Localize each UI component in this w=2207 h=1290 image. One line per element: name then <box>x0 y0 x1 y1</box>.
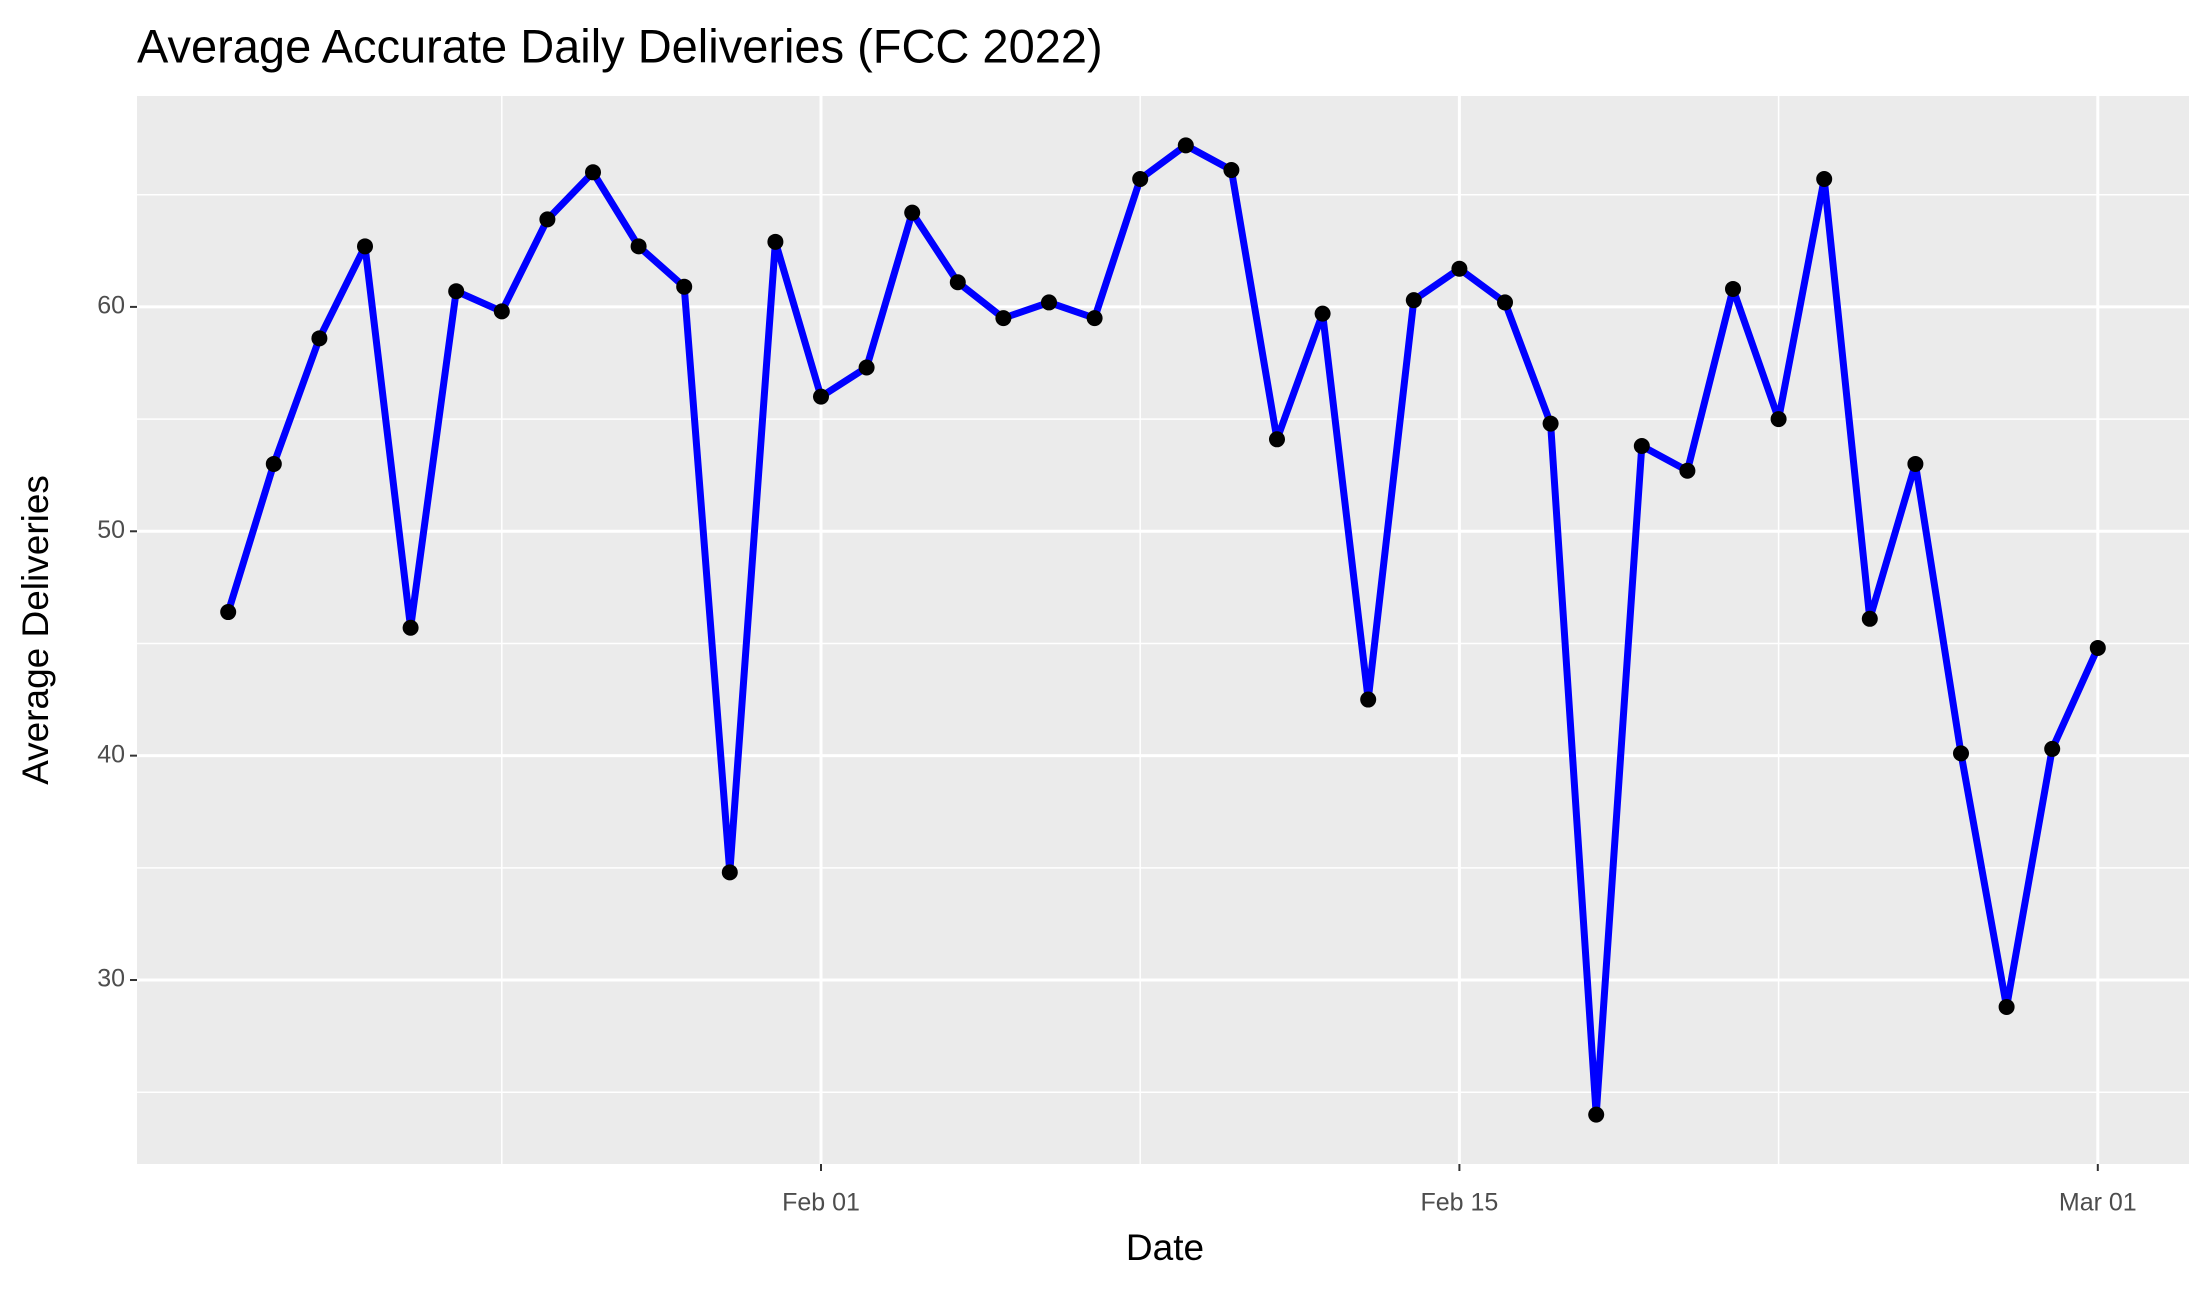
data-point <box>1223 162 1240 179</box>
data-point <box>949 274 966 291</box>
data-point <box>1269 431 1285 448</box>
data-line <box>224 141 2101 1119</box>
data-point <box>1998 998 2015 1015</box>
data-point <box>1177 137 1194 154</box>
x-tick-label: Feb 01 <box>782 1189 860 1217</box>
data-point <box>1497 294 1513 311</box>
y-tick-label: 30 <box>97 965 125 993</box>
data-point <box>265 455 282 472</box>
data-point <box>721 864 738 881</box>
data-point <box>311 330 328 347</box>
data-point <box>1907 455 1924 472</box>
data-point <box>1770 411 1787 428</box>
data-point <box>539 211 556 228</box>
data-point <box>995 310 1012 327</box>
data-point <box>1679 462 1696 479</box>
data-point <box>448 283 465 300</box>
y-tick-label: 50 <box>97 516 125 544</box>
data-point <box>1132 171 1149 188</box>
data-point <box>1360 691 1377 708</box>
x-tick-label: Mar 01 <box>2059 1189 2137 1217</box>
data-point <box>1542 415 1559 432</box>
data-point <box>676 278 693 295</box>
data-point <box>1953 745 1969 762</box>
data-point <box>1451 260 1468 277</box>
data-point <box>1041 294 1057 311</box>
data-point <box>1405 292 1422 309</box>
data-point <box>220 604 237 621</box>
data-point <box>813 388 829 405</box>
data-point <box>357 238 373 255</box>
y-tick-label: 60 <box>97 292 125 320</box>
x-tick-label: Feb 15 <box>1420 1189 1498 1217</box>
data-point <box>630 238 647 255</box>
data-point <box>493 303 510 320</box>
data-point <box>1816 171 1833 188</box>
data-point <box>1086 310 1103 327</box>
data-point <box>1633 438 1650 455</box>
data-point <box>585 164 601 181</box>
plot-panel <box>137 96 2189 1164</box>
data-point <box>1725 280 1741 297</box>
data-point <box>767 233 784 250</box>
y-tick-label: 40 <box>97 740 125 768</box>
data-point <box>2089 639 2106 656</box>
data-point <box>402 619 419 636</box>
chart-title: Average Accurate Daily Deliveries (FCC 2… <box>137 19 1103 72</box>
data-point <box>858 359 875 376</box>
data-point <box>1861 610 1878 627</box>
data-point <box>904 204 921 221</box>
data-point <box>1314 305 1331 322</box>
data-point <box>2044 740 2061 757</box>
data-point <box>1588 1106 1605 1123</box>
y-axis-title: Average Deliveries <box>15 475 56 785</box>
x-axis-title: Date <box>1126 1227 1204 1268</box>
